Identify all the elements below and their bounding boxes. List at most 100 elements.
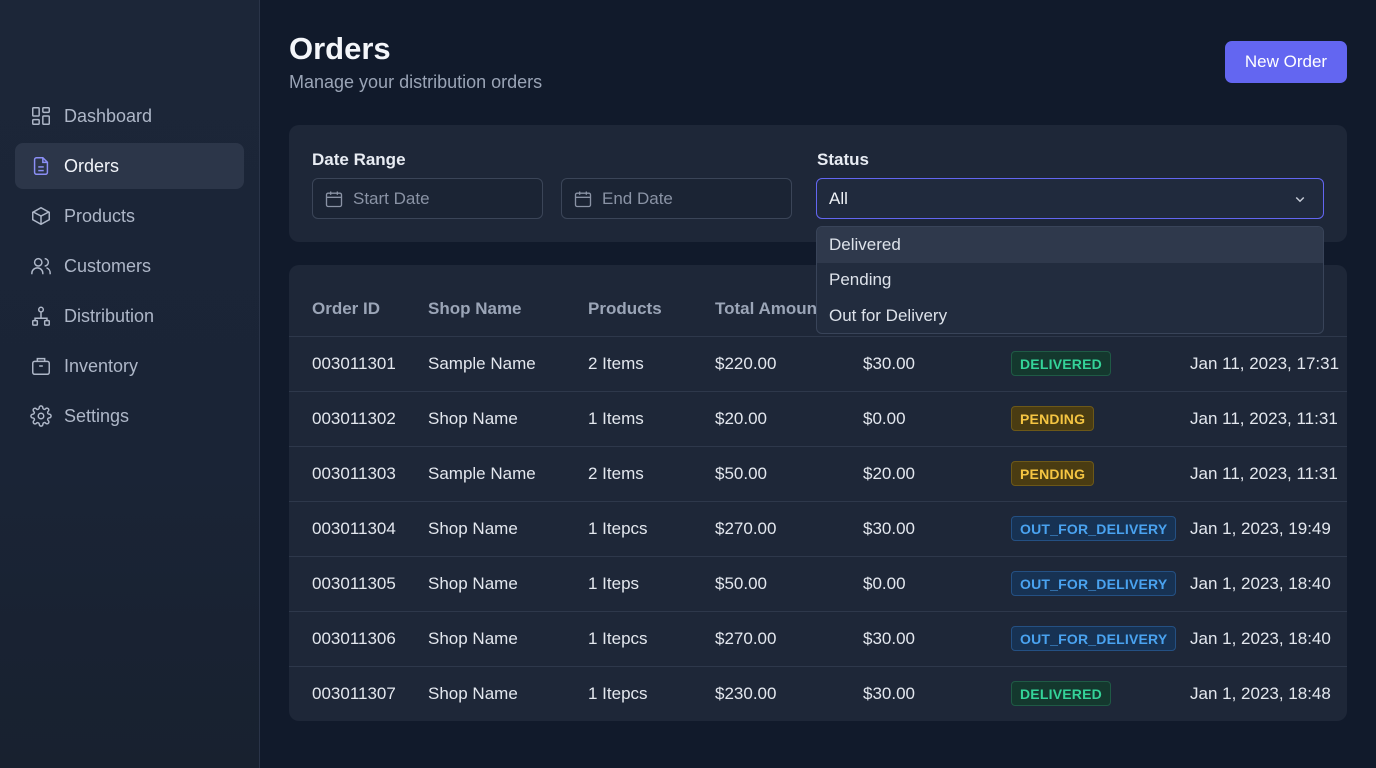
sidebar: Dashboard Orders Products Customers Dist… bbox=[0, 0, 260, 768]
users-icon bbox=[30, 255, 52, 277]
cell-order-id: 003011303 bbox=[312, 464, 396, 483]
cell-shop-name: Shop Name bbox=[428, 684, 518, 703]
file-icon bbox=[30, 155, 52, 177]
cell-total-amount: $50.00 bbox=[715, 464, 767, 483]
cell-fee: $30.00 bbox=[863, 519, 915, 538]
table-row[interactable]: 003011307 Shop Name 1 Itepcs $230.00 $30.00 J… bbox=[289, 667, 1347, 721]
cell-total-amount: $270.00 bbox=[715, 519, 777, 538]
date-range-label: Date Range bbox=[312, 150, 406, 169]
cell-fee: $0.00 bbox=[863, 409, 906, 428]
cell-shop-name: Shop Name bbox=[428, 574, 518, 593]
status-badge: OUT_FOR_DELIVERY bbox=[1011, 626, 1177, 651]
cell-order-id: 003011306 bbox=[312, 629, 396, 648]
sidebar-item-customers[interactable]: Customers bbox=[15, 243, 244, 289]
sidebar-item-distribution[interactable]: Distribution bbox=[15, 293, 244, 339]
sidebar-item-orders[interactable]: Orders bbox=[15, 143, 244, 189]
cell-fee: $0.00 bbox=[863, 574, 906, 593]
cell-order-id: 003011304 bbox=[312, 519, 396, 538]
column-header-products[interactable]: Products bbox=[588, 299, 662, 318]
cell-total-amount: $20.00 bbox=[715, 409, 767, 428]
status-badge: PENDING bbox=[1011, 461, 1095, 486]
cell-date: Jan 11, 2023, 11:31 bbox=[1190, 409, 1338, 428]
cell-fee: $20.00 bbox=[863, 464, 915, 483]
sidebar-item-label: Distribution bbox=[64, 305, 155, 326]
page-title: Orders bbox=[289, 31, 391, 66]
network-icon bbox=[30, 305, 52, 327]
table-row[interactable]: 003011301 Sample Name 2 Items $220.00 $30.00… bbox=[289, 337, 1347, 392]
cell-products: 1 Itepcs bbox=[588, 684, 648, 703]
status-option-out-for-delivery[interactable]: Out for Delivery bbox=[829, 305, 948, 325]
calendar-icon bbox=[573, 189, 593, 209]
gear-icon bbox=[30, 405, 52, 427]
status-badge: DELIVERED bbox=[1011, 351, 1111, 376]
sidebar-item-settings[interactable]: Settings bbox=[15, 393, 244, 439]
cell-date: Jan 1, 2023, 18:48 bbox=[1190, 684, 1331, 703]
status-option-delivered[interactable]: Delivered bbox=[817, 227, 1323, 263]
cell-date: Jan 11, 2023, 11:31 bbox=[1190, 464, 1338, 483]
cell-shop-name: Shop Name bbox=[428, 629, 518, 648]
cell-date: Jan 1, 2023, 19:49 bbox=[1190, 519, 1331, 538]
table-row[interactable]: 003011305 Shop Name 1 Iteps $50.00 $0.00 Jan … bbox=[289, 557, 1347, 612]
cell-products: 1 Itepcs bbox=[588, 519, 648, 538]
status-badge: OUT_FOR_DELIVERY bbox=[1011, 516, 1177, 541]
status-select[interactable]: All bbox=[816, 178, 1324, 219]
sidebar-item-products[interactable]: Products bbox=[15, 193, 244, 239]
table-row[interactable]: 003011302 Shop Name 1 Items $20.00 $0.00 Jan … bbox=[289, 392, 1347, 447]
cell-date: Jan 11, 2023, 17:31 bbox=[1190, 354, 1340, 373]
sidebar-item-label: Inventory bbox=[64, 355, 139, 376]
column-header-shop-name[interactable]: Shop Name bbox=[428, 299, 522, 318]
cell-fee: $30.00 bbox=[863, 684, 915, 703]
cell-products: 2 Items bbox=[588, 464, 644, 483]
cell-shop-name: Shop Name bbox=[428, 519, 518, 538]
cell-total-amount: $270.00 bbox=[715, 629, 777, 648]
start-date-input[interactable]: Start Date bbox=[312, 178, 543, 219]
cell-order-id: 003011302 bbox=[312, 409, 396, 428]
status-dropdown-menu: Delivered Pending Out for Delivery bbox=[816, 226, 1324, 334]
end-date-placeholder: End Date bbox=[602, 188, 673, 208]
cell-shop-name: Sample Name bbox=[428, 464, 536, 483]
page-subtitle: Manage your distribution orders bbox=[289, 72, 543, 92]
status-option-pending[interactable]: Pending bbox=[829, 270, 892, 290]
sidebar-item-label: Products bbox=[64, 205, 136, 226]
status-badge: PENDING bbox=[1011, 406, 1095, 431]
table-row[interactable]: 003011303 Sample Name 2 Items $50.00 $20.00 J… bbox=[289, 447, 1347, 502]
cell-fee: $30.00 bbox=[863, 629, 915, 648]
sidebar-item-dashboard[interactable]: Dashboard bbox=[15, 93, 244, 139]
cell-order-id: 003011307 bbox=[312, 684, 396, 703]
chevron-down-icon bbox=[1291, 190, 1309, 208]
start-date-placeholder: Start Date bbox=[353, 188, 430, 208]
status-label: Status bbox=[817, 150, 869, 169]
sidebar-item-label: Settings bbox=[64, 405, 130, 426]
status-select-value: All bbox=[829, 188, 848, 208]
new-order-button[interactable]: New Order bbox=[1225, 41, 1347, 83]
cell-products: 1 Itepcs bbox=[588, 629, 648, 648]
inventory-icon bbox=[30, 355, 52, 377]
box-icon bbox=[30, 205, 52, 227]
cell-order-id: 003011301 bbox=[312, 354, 396, 373]
status-badge: DELIVERED bbox=[1011, 681, 1111, 706]
sidebar-item-inventory[interactable]: Inventory bbox=[15, 343, 244, 389]
sidebar-item-label: Customers bbox=[64, 255, 152, 276]
sidebar-item-label: Orders bbox=[64, 155, 120, 176]
sidebar-item-label: Dashboard bbox=[64, 105, 153, 126]
filter-panel: Date Range Start Date End Date Status Al… bbox=[289, 125, 1347, 242]
cell-products: 2 Items bbox=[588, 354, 644, 373]
cell-total-amount: $230.00 bbox=[715, 684, 777, 703]
table-row[interactable]: 003011304 Shop Name 1 Itepcs $270.00 $30.00 J… bbox=[289, 502, 1347, 557]
cell-products: 1 Iteps bbox=[588, 574, 640, 593]
cell-total-amount: $220.00 bbox=[715, 354, 777, 373]
main-content: Orders Manage your distribution orders N… bbox=[289, 0, 1347, 768]
cell-date: Jan 1, 2023, 18:40 bbox=[1190, 574, 1331, 593]
cell-shop-name: Sample Name bbox=[428, 354, 536, 373]
column-header-order-id[interactable]: Order ID bbox=[312, 299, 381, 318]
cell-order-id: 003011305 bbox=[312, 574, 396, 593]
end-date-input[interactable]: End Date bbox=[561, 178, 792, 219]
table-header: Order ID Shop Name Products Total Amount bbox=[289, 265, 1347, 337]
cell-fee: $30.00 bbox=[863, 354, 915, 373]
cell-shop-name: Shop Name bbox=[428, 409, 518, 428]
table-row[interactable]: 003011306 Shop Name 1 Itepcs $270.00 $30.00 J… bbox=[289, 612, 1347, 667]
status-badge: OUT_FOR_DELIVERY bbox=[1011, 571, 1177, 596]
orders-table: Order ID Shop Name Products Total Amount… bbox=[289, 265, 1347, 721]
column-header-total-amount[interactable]: Total Amount bbox=[715, 299, 823, 318]
dashboard-icon bbox=[30, 105, 52, 127]
